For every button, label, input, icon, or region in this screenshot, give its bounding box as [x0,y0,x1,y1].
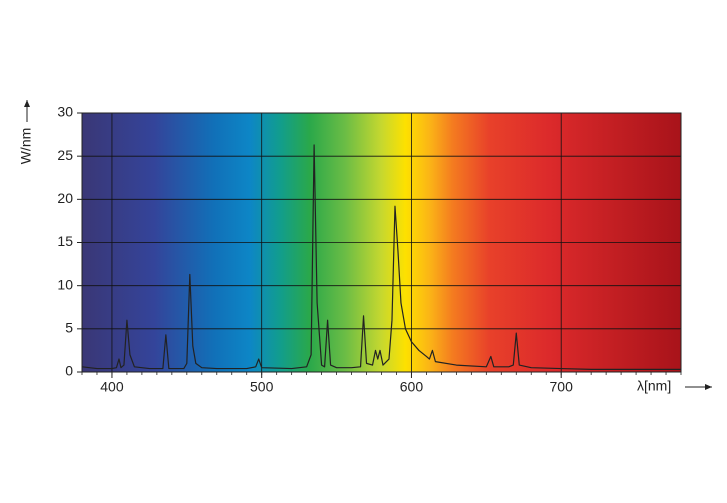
x-tick-label: 400 [100,379,124,395]
y-tick-label: 20 [57,190,73,206]
y-tick-label: 30 [57,104,73,120]
x-tick-label: 600 [400,379,424,395]
y-tick-label: 25 [57,147,73,163]
x-tick-label: 500 [250,379,274,395]
plot-frame [81,112,682,373]
spectrum-line [81,144,681,371]
x-tick-label: 700 [550,379,574,395]
y-axis-label: W/nm [18,128,34,165]
y-tick-label: 15 [57,233,73,249]
y-tick-label: 10 [57,276,73,292]
y-tick-label: 0 [65,363,73,379]
x-axis-label: λ[nm] [637,378,671,394]
y-tick-label: 5 [65,320,73,336]
